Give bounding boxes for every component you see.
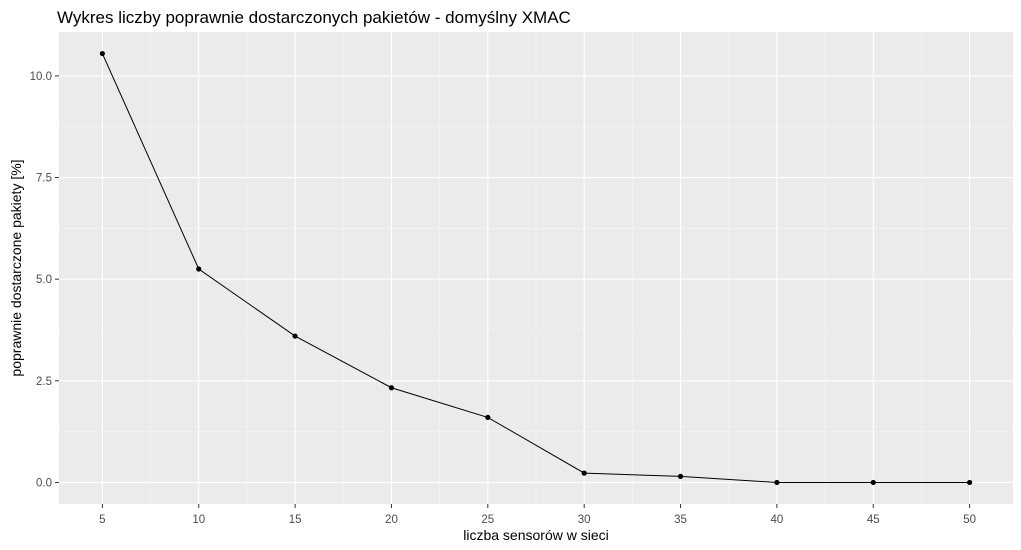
x-tick-label: 5 <box>99 514 105 526</box>
chart-title: Wykres liczby poprawnie dostarczonych pa… <box>57 8 571 27</box>
x-axis-title: liczba sensorów w sieci <box>463 527 609 543</box>
data-point <box>870 479 876 486</box>
series-line <box>101 53 970 483</box>
data-point <box>967 479 973 486</box>
y-axis: 0.0 2.5 5.0 7.5 10.0 <box>30 71 59 489</box>
y-tick-label: 7.5 <box>36 173 52 185</box>
data-point <box>581 470 587 476</box>
y-tick-label: 5.0 <box>36 274 52 286</box>
x-tick-label: 50 <box>963 514 976 526</box>
x-tick-label: 40 <box>771 514 784 526</box>
series-layer <box>99 50 973 486</box>
y-tick-label: 10.0 <box>30 71 52 83</box>
y-axis-title: poprawnie dostarczone pakiety [%] <box>8 159 24 376</box>
x-tick-label: 10 <box>192 514 205 526</box>
minor-gridlines <box>59 32 1013 504</box>
y-tick-label: 2.5 <box>36 376 52 388</box>
x-tick-label: 15 <box>289 514 302 526</box>
x-axis: 5 10 15 20 25 30 35 40 45 50 <box>99 504 976 526</box>
x-tick-label: 20 <box>385 514 398 526</box>
data-point <box>292 333 298 339</box>
data-point <box>99 50 105 57</box>
x-tick-label: 25 <box>481 514 494 526</box>
x-tick-label: 35 <box>674 514 687 526</box>
x-tick-label: 45 <box>867 514 880 526</box>
data-point <box>485 414 491 421</box>
data-point <box>677 473 684 479</box>
data-point <box>388 385 395 391</box>
y-tick-label: 0.0 <box>36 477 52 489</box>
data-point <box>196 266 202 272</box>
data-point <box>774 479 780 486</box>
x-tick-label: 30 <box>578 514 591 526</box>
